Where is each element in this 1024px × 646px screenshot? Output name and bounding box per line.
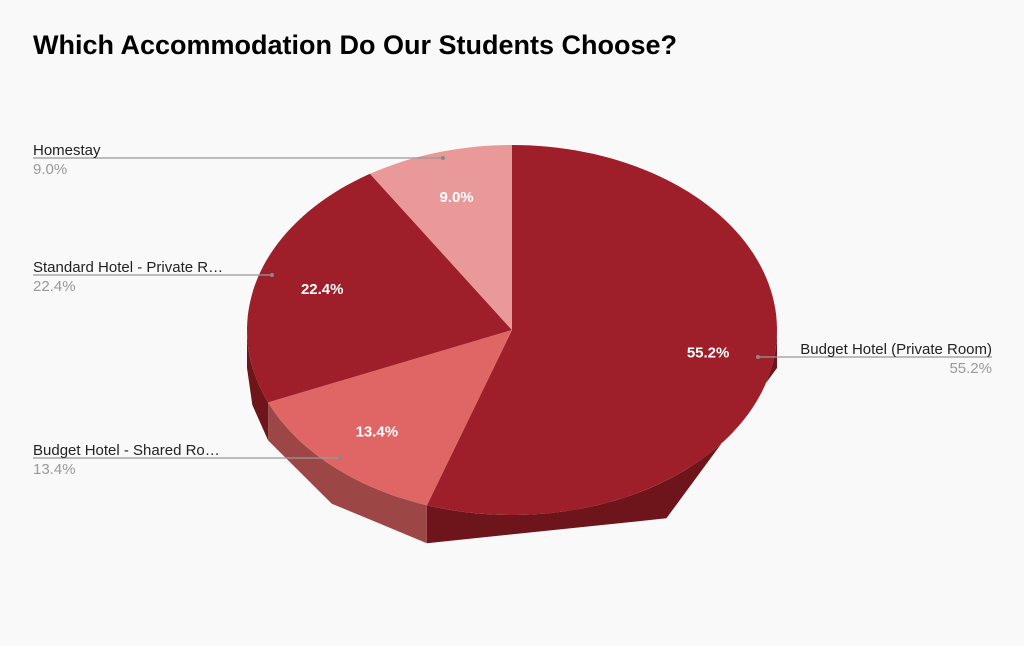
slice-percent-label: 55.2% (949, 360, 992, 377)
pie-slice (247, 173, 512, 403)
pie-sides (247, 330, 777, 544)
leader-dot (338, 456, 342, 460)
slice-percent-label: 13.4% (33, 461, 76, 478)
slice-percent-label: 9.0% (33, 161, 67, 178)
slice-side (247, 330, 269, 441)
chart-title: Which Accommodation Do Our Students Choo… (33, 30, 678, 60)
leader-dot (270, 273, 274, 277)
labels: 55.2% 13.4% 22.4% 9.0% Budget Hotel (Private… (33, 142, 992, 478)
slice-percent-label: 22.4% (33, 278, 76, 295)
pie-slice (426, 145, 777, 515)
slice-side (268, 402, 427, 544)
slice-category-label: Standard Hotel - Private R… (33, 259, 223, 276)
slice-value-label: 22.4% (301, 281, 344, 298)
pie-slice (268, 330, 512, 506)
pie-top (247, 145, 777, 515)
slice-value-label: 13.4% (356, 424, 399, 441)
slice-value-label: 9.0% (439, 189, 473, 206)
slice-value-label: 55.2% (687, 345, 730, 362)
slice-category-label: Budget Hotel (Private Room) (800, 341, 992, 358)
pie-slice (370, 145, 512, 330)
slice-category-label: Homestay (33, 142, 101, 159)
leader-dot (756, 355, 760, 359)
leader-dot (441, 156, 445, 160)
slice-category-label: Budget Hotel - Shared Ro… (33, 442, 220, 459)
slice-side (426, 330, 777, 544)
